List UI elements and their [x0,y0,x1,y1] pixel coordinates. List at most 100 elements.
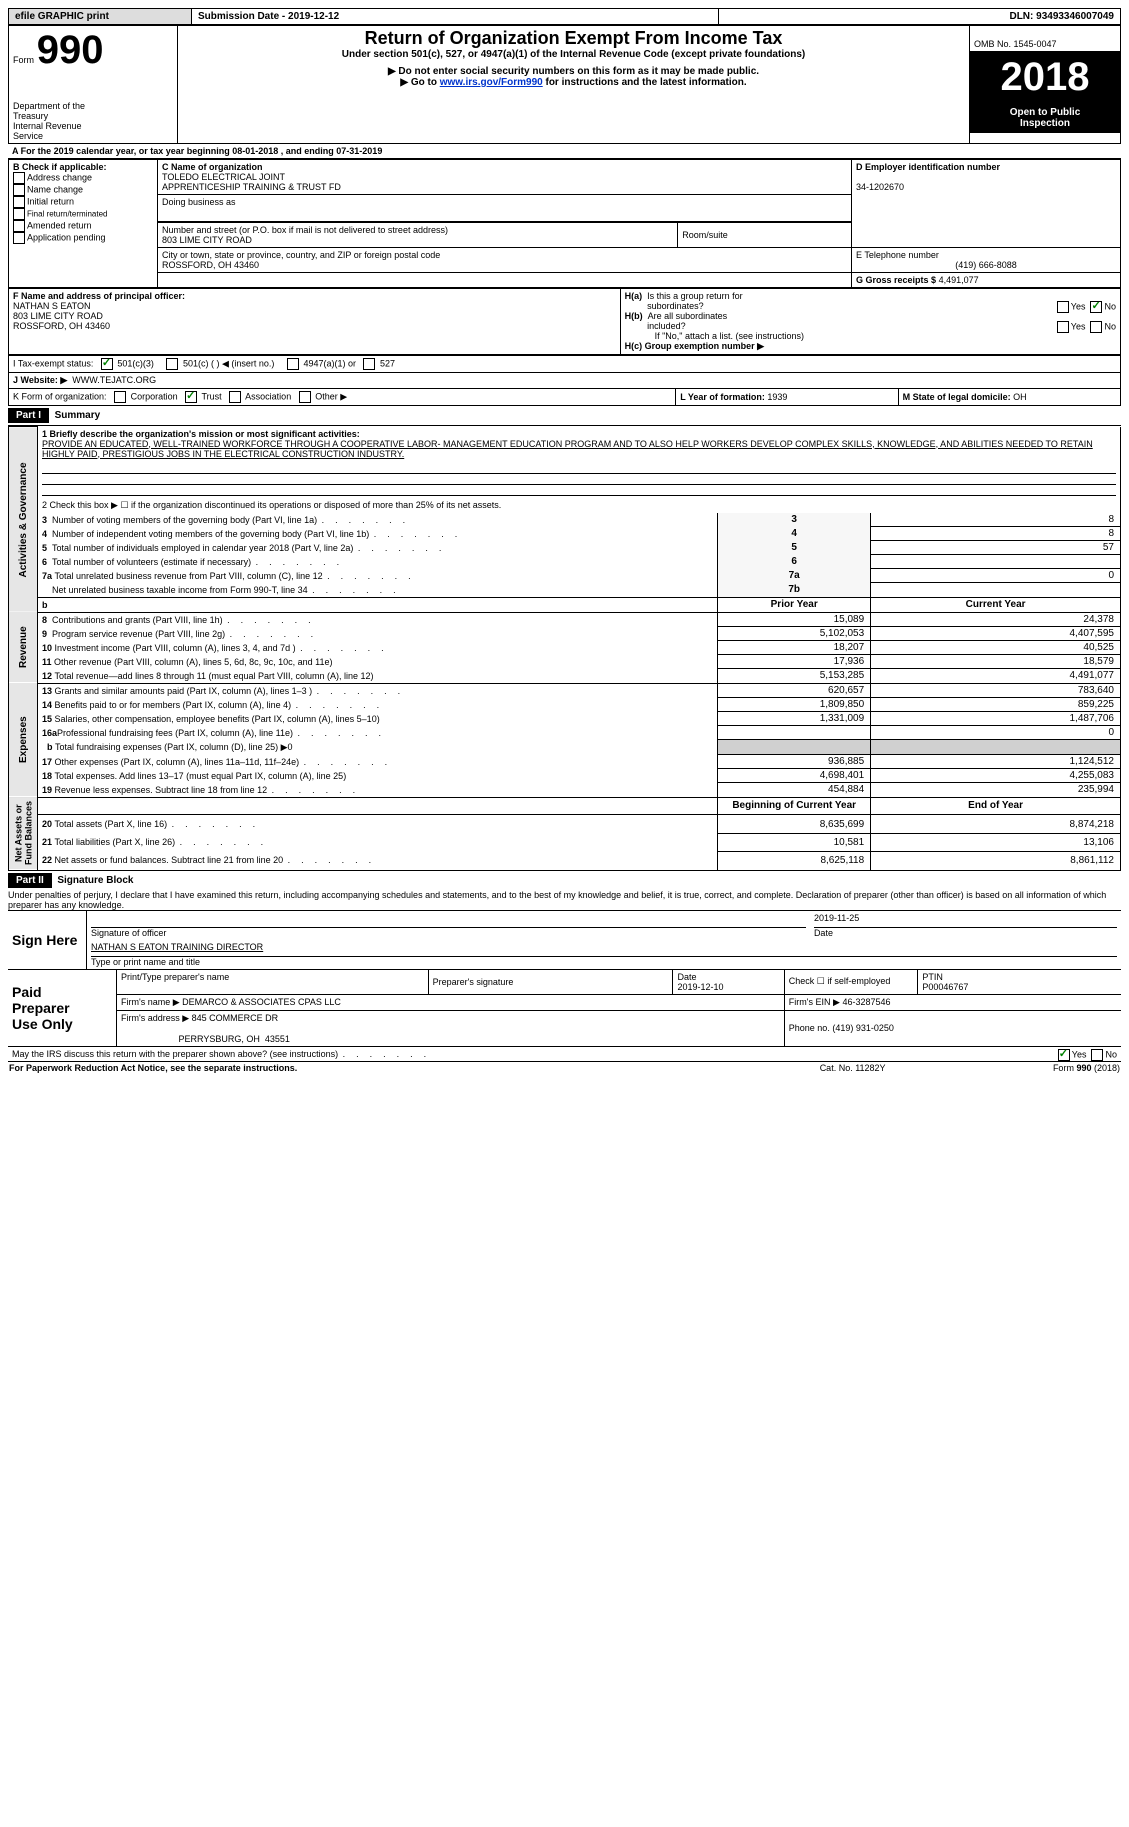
ha-no[interactable]: No [1104,301,1116,311]
row3-v: 8 [871,513,1121,527]
r12-c: 4,491,077 [871,669,1121,684]
boxG-label: G Gross receipts $ [856,275,936,285]
chk-amended[interactable]: Amended return [27,220,92,230]
row3-lbl: 3 [718,513,871,527]
note-ssn: ▶ Do not enter social security numbers o… [182,66,965,77]
hb-yes[interactable]: Yes [1071,321,1086,331]
e19-t: Revenue less expenses. Subtract line 18 … [55,785,268,795]
opt-4947[interactable]: 4947(a)(1) or [303,358,356,368]
e19-p: 454,884 [718,783,871,798]
boxK-label: K Form of organization: [13,391,107,401]
row4-t: Number of independent voting members of … [52,529,369,539]
boxI-label: I Tax-exempt status: [13,358,93,368]
row5-t: Total number of individuals employed in … [52,543,353,553]
footer-cat: Cat. No. 11282Y [764,1062,941,1074]
phone-value: (419) 666-8088 [856,260,1116,270]
e13-c: 783,640 [871,683,1121,698]
side-ag: Activities & Governance [9,427,38,613]
k-assoc[interactable]: Association [245,391,291,401]
chk-final[interactable]: Final return/terminated [27,209,107,218]
hc-label: H(c) Group exemption number ▶ [625,341,764,351]
chk-name-change[interactable]: Name change [27,184,83,194]
boxE-label: E Telephone number [856,250,939,260]
k-other[interactable]: Other ▶ [315,391,347,401]
n22-t: Net assets or fund balances. Subtract li… [55,855,284,865]
discuss-no[interactable]: No [1105,1049,1117,1059]
e16a-t: Professional fundraising fees (Part IX, … [57,728,293,738]
e13-p: 620,657 [718,683,871,698]
check-self[interactable]: Check ☐ if self-employed [784,970,918,995]
ptin-value: P00046767 [922,982,968,992]
boxF-label: F Name and address of principal officer: [13,291,185,301]
row4-v: 8 [871,527,1121,541]
header-end: End of Year [968,800,1023,811]
boxB-header: B Check if applicable: [13,162,107,172]
addr-street: 803 LIME CITY ROAD [162,235,252,245]
boxL-label: L Year of formation: [680,392,765,402]
e16b-p [718,740,871,755]
paid-preparer: PaidPreparerUse Only [8,970,117,1047]
part2-title: Signature Block [57,875,133,886]
website-value: WWW.TEJATC.ORG [72,375,156,385]
e16b-t: Total fundraising expenses (Part IX, col… [55,742,293,752]
n21-t: Total liabilities (Part X, line 26) [55,837,176,847]
ein-value: 34-1202670 [856,182,904,192]
n22-p: 8,625,118 [718,851,871,870]
ha-yes[interactable]: Yes [1071,301,1086,311]
top-bar: efile GRAPHIC print Submission Date - 20… [8,8,1121,25]
r9-c: 4,407,595 [871,627,1121,641]
irs-link[interactable]: www.irs.gov/Form990 [440,77,543,88]
city-value: ROSSFORD, OH 43460 [162,260,259,270]
opt-501c[interactable]: 501(c) ( ) ◀ (insert no.) [183,358,274,368]
part2-hdr: Part II [8,873,52,888]
firm-ein: 46-3287546 [842,997,890,1007]
ptin-label: PTIN [922,972,943,982]
gross-receipts: 4,491,077 [939,275,979,285]
officer-addr1: 803 LIME CITY ROAD [13,311,103,321]
period-line: A For the 2019 calendar year, or tax yea… [8,144,1121,159]
row6-v [871,555,1121,569]
n22-c: 8,861,112 [871,851,1121,870]
goto-post: for instructions and the latest informat… [543,77,747,88]
chk-initial[interactable]: Initial return [27,196,74,206]
opt-501c3[interactable]: 501(c)(3) [117,358,154,368]
header-current: Current Year [966,599,1026,610]
dba-label: Doing business as [162,197,236,207]
n21-p: 10,581 [718,833,871,851]
omb-no: OMB No. 1545-0047 [970,37,1120,52]
e18-p: 4,698,401 [718,769,871,783]
r11-p: 17,936 [718,655,871,669]
form-number: 990 [37,28,104,72]
opt-527[interactable]: 527 [380,358,395,368]
officer-name: NATHAN S EATON [13,301,91,311]
row7a-v: 0 [871,569,1121,583]
discuss-yes[interactable]: Yes [1072,1049,1087,1059]
domicile: OH [1013,392,1027,402]
prep-phone: (419) 931-0250 [832,1023,894,1033]
year-formation: 1939 [767,392,787,402]
prep-date: 2019-12-10 [677,982,723,992]
e15-c: 1,487,706 [871,712,1121,726]
sig-date: 2019-11-25 [814,913,1117,928]
side-exp: Expenses [9,683,38,797]
r12-p: 5,153,285 [718,669,871,684]
hb-no[interactable]: No [1104,321,1116,331]
efile-print-button[interactable]: efile GRAPHIC print [9,9,192,25]
row7b-lbl: 7b [718,583,871,598]
tax-year: 2018 [970,52,1120,103]
header-prior: Prior Year [771,599,818,610]
org-name: TOLEDO ELECTRICAL JOINTAPPRENTICESHIP TR… [162,172,341,192]
e19-c: 235,994 [871,783,1121,798]
submission-date: Submission Date - 2019-12-12 [192,9,719,25]
r10-p: 18,207 [718,641,871,655]
chk-addr-change[interactable]: Address change [27,172,92,182]
chk-app-pending[interactable]: Application pending [27,232,106,242]
boxM-label: M State of legal domicile: [903,392,1011,402]
k-corp[interactable]: Corporation [131,391,178,401]
row7a-t: Total unrelated business revenue from Pa… [55,571,323,581]
city-label: City or town, state or province, country… [162,250,440,260]
r11-c: 18,579 [871,655,1121,669]
note-goto: ▶ Go to www.irs.gov/Form990 for instruct… [182,77,965,88]
side-net: Net Assets orFund Balances [9,797,38,870]
k-trust[interactable]: Trust [201,391,221,401]
